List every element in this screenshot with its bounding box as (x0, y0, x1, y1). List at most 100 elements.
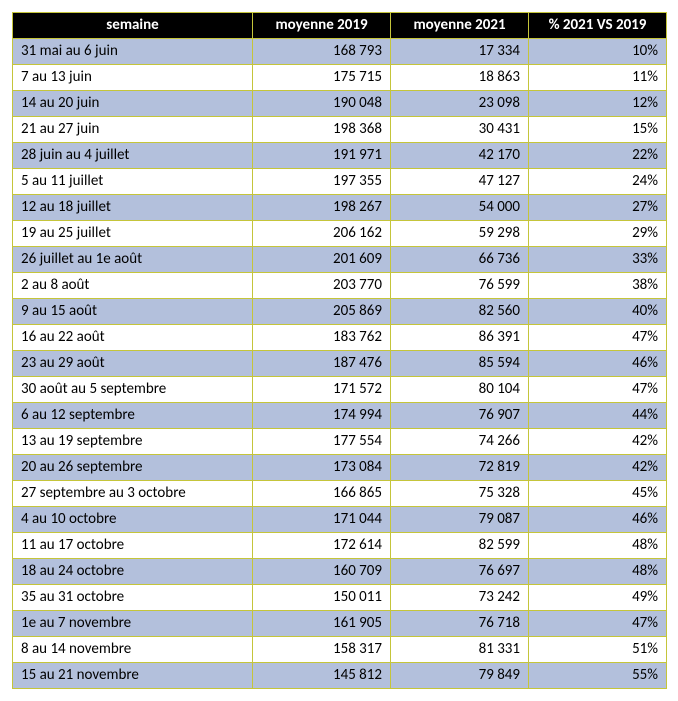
cell-week: 30 août au 5 septembre (13, 377, 253, 403)
cell-pct: 11% (529, 65, 667, 91)
table-row: 21 au 27 juin198 36830 43115% (13, 117, 667, 143)
cell-m2021: 54 000 (391, 195, 529, 221)
cell-week: 31 mai au 6 juin (13, 39, 253, 65)
cell-m2019: 206 162 (253, 221, 391, 247)
cell-pct: 47% (529, 325, 667, 351)
cell-pct: 49% (529, 585, 667, 611)
cell-m2021: 73 242 (391, 585, 529, 611)
cell-m2019: 171 044 (253, 507, 391, 533)
cell-pct: 10% (529, 39, 667, 65)
cell-m2019: 161 905 (253, 611, 391, 637)
table-row: 31 mai au 6 juin168 79317 33410% (13, 39, 667, 65)
cell-m2021: 23 098 (391, 91, 529, 117)
cell-m2019: 173 084 (253, 455, 391, 481)
cell-m2021: 75 328 (391, 481, 529, 507)
table-row: 28 juin au 4 juillet191 97142 17022% (13, 143, 667, 169)
cell-m2019: 150 011 (253, 585, 391, 611)
col-header-week: semaine (13, 13, 253, 39)
cell-m2021: 80 104 (391, 377, 529, 403)
table-row: 14 au 20 juin190 04823 09812% (13, 91, 667, 117)
table-row: 30 août au 5 septembre171 57280 10447% (13, 377, 667, 403)
cell-m2019: 166 865 (253, 481, 391, 507)
table-row: 20 au 26 septembre173 08472 81942% (13, 455, 667, 481)
cell-m2021: 79 849 (391, 663, 529, 689)
cell-week: 2 au 8 août (13, 273, 253, 299)
cell-pct: 42% (529, 455, 667, 481)
table-row: 9 au 15 août205 86982 56040% (13, 299, 667, 325)
table-row: 4 au 10 octobre171 04479 08746% (13, 507, 667, 533)
cell-m2019: 174 994 (253, 403, 391, 429)
col-header-pct: % 2021 VS 2019 (529, 13, 667, 39)
table-body: 31 mai au 6 juin168 79317 33410%7 au 13 … (13, 39, 667, 689)
table-row: 13 au 19 septembre177 55474 26642% (13, 429, 667, 455)
table-row: 12 au 18 juillet198 26754 00027% (13, 195, 667, 221)
cell-m2021: 82 560 (391, 299, 529, 325)
cell-week: 12 au 18 juillet (13, 195, 253, 221)
cell-pct: 38% (529, 273, 667, 299)
table-row: 35 au 31 octobre150 01173 24249% (13, 585, 667, 611)
table-row: 5 au 11 juillet197 35547 12724% (13, 169, 667, 195)
cell-m2019: 160 709 (253, 559, 391, 585)
cell-pct: 15% (529, 117, 667, 143)
cell-pct: 29% (529, 221, 667, 247)
cell-week: 9 au 15 août (13, 299, 253, 325)
cell-m2021: 59 298 (391, 221, 529, 247)
cell-m2019: 175 715 (253, 65, 391, 91)
cell-m2021: 17 334 (391, 39, 529, 65)
cell-pct: 46% (529, 507, 667, 533)
cell-m2021: 74 266 (391, 429, 529, 455)
table-row: 1e au 7 novembre161 90576 71847% (13, 611, 667, 637)
cell-pct: 40% (529, 299, 667, 325)
cell-m2019: 203 770 (253, 273, 391, 299)
cell-week: 13 au 19 septembre (13, 429, 253, 455)
table-row: 15 au 21 novembre145 81279 84955% (13, 663, 667, 689)
cell-m2021: 30 431 (391, 117, 529, 143)
table-row: 23 au 29 août187 47685 59446% (13, 351, 667, 377)
table-header-row: semaine moyenne 2019 moyenne 2021 % 2021… (13, 13, 667, 39)
col-header-m2019: moyenne 2019 (253, 13, 391, 39)
cell-pct: 47% (529, 377, 667, 403)
cell-week: 21 au 27 juin (13, 117, 253, 143)
table-row: 6 au 12 septembre174 99476 90744% (13, 403, 667, 429)
weekly-averages-table: semaine moyenne 2019 moyenne 2021 % 2021… (12, 12, 667, 689)
cell-week: 23 au 29 août (13, 351, 253, 377)
cell-m2021: 76 697 (391, 559, 529, 585)
cell-m2021: 76 718 (391, 611, 529, 637)
cell-week: 19 au 25 juillet (13, 221, 253, 247)
cell-pct: 12% (529, 91, 667, 117)
table-row: 8 au 14 novembre158 31781 33151% (13, 637, 667, 663)
cell-pct: 47% (529, 611, 667, 637)
cell-m2019: 190 048 (253, 91, 391, 117)
cell-m2021: 81 331 (391, 637, 529, 663)
cell-m2021: 79 087 (391, 507, 529, 533)
cell-pct: 46% (529, 351, 667, 377)
cell-week: 14 au 20 juin (13, 91, 253, 117)
table-row: 18 au 24 octobre160 70976 69748% (13, 559, 667, 585)
cell-m2021: 66 736 (391, 247, 529, 273)
cell-week: 11 au 17 octobre (13, 533, 253, 559)
cell-m2021: 76 599 (391, 273, 529, 299)
cell-week: 35 au 31 octobre (13, 585, 253, 611)
cell-week: 6 au 12 septembre (13, 403, 253, 429)
cell-pct: 44% (529, 403, 667, 429)
cell-week: 26 juillet au 1e août (13, 247, 253, 273)
cell-m2021: 86 391 (391, 325, 529, 351)
cell-pct: 45% (529, 481, 667, 507)
cell-week: 5 au 11 juillet (13, 169, 253, 195)
cell-m2019: 172 614 (253, 533, 391, 559)
cell-pct: 48% (529, 533, 667, 559)
cell-m2021: 72 819 (391, 455, 529, 481)
table-row: 19 au 25 juillet206 16259 29829% (13, 221, 667, 247)
cell-pct: 42% (529, 429, 667, 455)
table-row: 26 juillet au 1e août201 60966 73633% (13, 247, 667, 273)
cell-week: 7 au 13 juin (13, 65, 253, 91)
cell-pct: 51% (529, 637, 667, 663)
cell-week: 1e au 7 novembre (13, 611, 253, 637)
table-row: 2 au 8 août203 77076 59938% (13, 273, 667, 299)
cell-m2021: 18 863 (391, 65, 529, 91)
cell-m2021: 82 599 (391, 533, 529, 559)
cell-m2019: 187 476 (253, 351, 391, 377)
cell-week: 20 au 26 septembre (13, 455, 253, 481)
cell-pct: 55% (529, 663, 667, 689)
table-row: 16 au 22 août183 76286 39147% (13, 325, 667, 351)
